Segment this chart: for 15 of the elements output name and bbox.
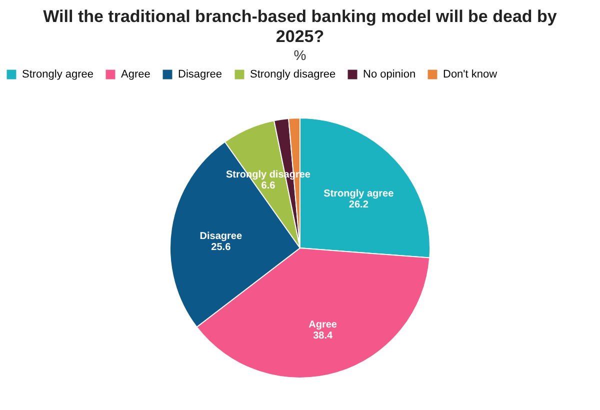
- legend-label: Don't know: [443, 68, 498, 81]
- chart-title: Will the traditional branch-based banking model will be dead by 2025?: [43, 7, 558, 46]
- data-label: 38.4: [313, 330, 333, 342]
- legend-label: Agree: [121, 68, 150, 81]
- legend-label: Strongly agree: [22, 68, 94, 81]
- data-label: 25.6: [211, 242, 232, 253]
- legend-label: Strongly disagree: [250, 68, 336, 81]
- data-label: 26.2: [348, 200, 369, 211]
- slice-label: Disagree: [200, 230, 242, 242]
- slice-label: Agree: [308, 320, 338, 331]
- legend-label: Disagree: [178, 68, 222, 81]
- slice-label: Strongly agree: [324, 188, 394, 200]
- chart-subtitle: %: [294, 47, 306, 63]
- legend-label: No opinion: [363, 68, 416, 81]
- data-label: 6.6: [261, 180, 276, 192]
